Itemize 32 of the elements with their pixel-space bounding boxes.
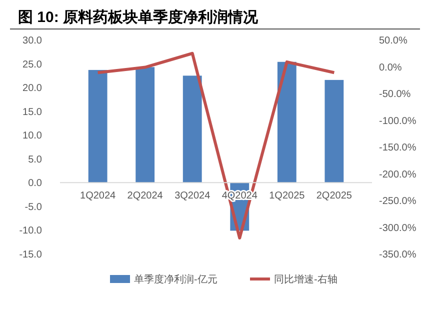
- x-tick-label: 1Q2024: [80, 190, 116, 202]
- y2-tick-label: -250.0%: [379, 196, 416, 207]
- y-tick-label: -5.0: [24, 202, 42, 213]
- bar: [277, 62, 296, 183]
- y2-tick-label: -200.0%: [379, 169, 416, 180]
- x-tick-label: 1Q2025: [269, 190, 306, 202]
- y-tick-label: 5.0: [28, 154, 42, 166]
- bar: [88, 70, 108, 183]
- y-tick-label: -15.0: [19, 250, 42, 260]
- x-tick-label: 2Q2024: [127, 190, 164, 202]
- y2-tick-label: -300.0%: [379, 222, 416, 234]
- y-tick-label: 20.0: [22, 83, 42, 94]
- y2-tick-label: 0.0%: [379, 62, 402, 74]
- y2-tick-label: -50.0%: [379, 89, 411, 100]
- chart-title: 图 10: 原料药板块单季度净利润情况: [18, 8, 260, 26]
- y2-tick-label: -150.0%: [379, 142, 416, 154]
- bar: [324, 80, 344, 183]
- y2-tick-label: 50.0%: [379, 36, 408, 46]
- y-tick-label: 30.0: [22, 36, 42, 46]
- y-tick-label: 0.0: [28, 178, 42, 190]
- y-tick-label: 15.0: [22, 106, 42, 118]
- y2-tick-label: -100.0%: [379, 116, 416, 127]
- y-tick-label: 25.0: [22, 59, 42, 70]
- y2-tick-label: -350.0%: [379, 250, 416, 260]
- legend-label: 单季度净利润-亿元: [134, 274, 218, 286]
- bar: [136, 67, 155, 183]
- legend-label: 同比增速-右轴: [274, 274, 338, 286]
- bar: [182, 76, 202, 183]
- x-tick-label: 3Q2024: [174, 190, 211, 202]
- x-tick-label: 2Q2025: [316, 190, 352, 202]
- y-tick-label: -10.0: [19, 226, 42, 237]
- y-tick-label: 10.0: [22, 130, 42, 142]
